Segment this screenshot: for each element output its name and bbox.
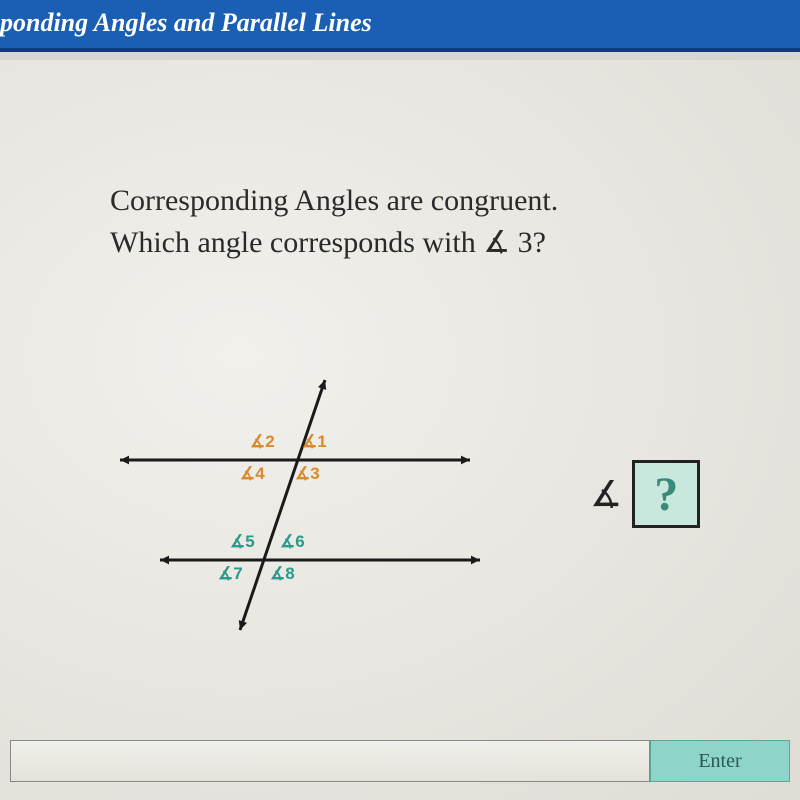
answer-input[interactable] [10,740,650,782]
answer-placeholder: ? [654,467,678,522]
angle-label: ∡3 [295,464,320,484]
answer-area: ∡ ? [590,460,700,528]
angle-label: ∡8 [270,564,295,584]
enter-button[interactable]: Enter [650,740,790,782]
question-line-2: Which angle corresponds with ∡ 3? [110,222,558,264]
answer-box[interactable]: ? [632,460,700,528]
angle-label: ∡5 [230,532,255,552]
angle-label: ∡4 [240,464,265,484]
lesson-title: ponding Angles and Parallel Lines [0,8,372,37]
angle-label: ∡1 [302,432,327,452]
input-row: Enter [10,740,790,782]
question-line-1: Corresponding Angles are congruent. [110,180,558,222]
content-area: Corresponding Angles are congruent. Whic… [0,60,800,800]
angle-icon: ∡ [590,473,622,515]
angle-label: ∡6 [280,532,305,552]
angle-diagram: ∡2 ∡1 ∡4 ∡3 ∡5 ∡6 ∡7 ∡8 [100,370,500,650]
question-text: Corresponding Angles are congruent. Whic… [110,180,558,264]
angle-label: ∡2 [250,432,275,452]
diagram-svg [100,370,500,650]
lesson-header: ponding Angles and Parallel Lines [0,0,800,52]
angle-label: ∡7 [218,564,243,584]
